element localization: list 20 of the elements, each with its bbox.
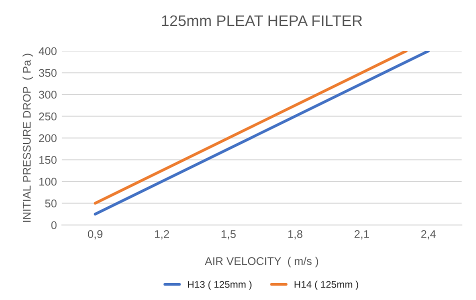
y-tick-label: 400 (38, 47, 57, 56)
x-tick-label: 1,5 (222, 230, 236, 240)
x-tick-label: 0,9 (88, 230, 102, 240)
x-tick-label: 2,1 (354, 230, 369, 240)
y-tick-label: 50 (45, 200, 57, 208)
chart-title: 125mm PLEAT HEPA FILTER (162, 15, 362, 26)
y-tick-label: 150 (39, 156, 57, 164)
y-tick-label: 100 (39, 178, 57, 186)
y-tick-label: 350 (38, 69, 57, 77)
x-tick-label: 1,8 (288, 230, 302, 240)
y-tick-label: 250 (39, 112, 57, 120)
y-axis-title: INITIAL PRESSURE DROP ( Pa ) (22, 54, 33, 222)
y-tick-label: 200 (39, 134, 57, 142)
x-tick-label: 2,4 (421, 230, 436, 240)
y-tick-label: 300 (38, 90, 57, 99)
x-tick-label: 1,2 (154, 230, 170, 240)
y-tick-label: 0 (51, 221, 57, 230)
legend-label: H14 ( 125mm ) (294, 280, 358, 290)
x-axis-title: AIR VELOCITY ( m/s ) (204, 256, 318, 268)
legend-label: H13 ( 125mm ) (188, 280, 252, 290)
